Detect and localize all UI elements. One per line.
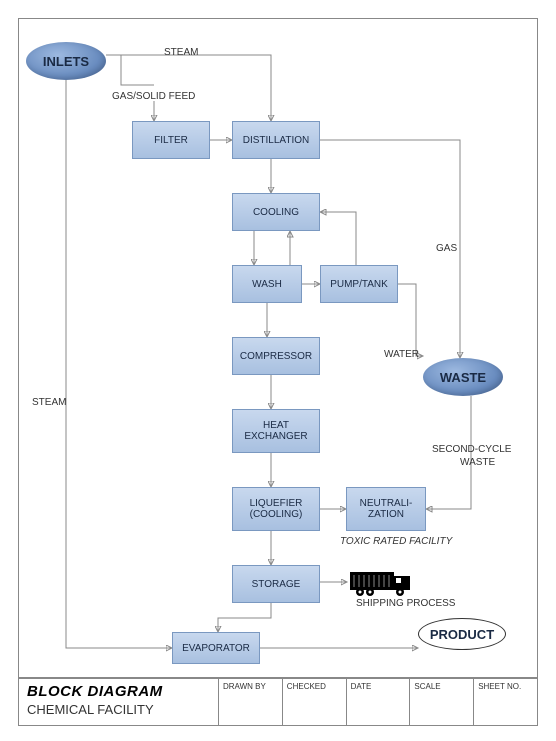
- label-feed: GAS/SOLID FEED: [112, 91, 195, 102]
- block-wash: WASH: [232, 265, 302, 303]
- block-liquefier: LIQUEFIER (COOLING): [232, 487, 320, 531]
- tb-scale: SCALE: [410, 679, 474, 725]
- block-filter: FILTER: [132, 121, 210, 159]
- label-steam_top: STEAM: [164, 47, 198, 58]
- block-evaporator: EVAPORATOR: [172, 632, 260, 664]
- tb-date: DATE: [347, 679, 411, 725]
- block-pump: PUMP/TANK: [320, 265, 398, 303]
- tb-sheet: SHEET NO.: [474, 679, 537, 725]
- label-toxic: TOXIC RATED FACILITY: [340, 536, 452, 547]
- terminal-product: PRODUCT: [418, 618, 506, 650]
- tb-checked: CHECKED: [283, 679, 347, 725]
- block-heatex: HEAT EXCHANGER: [232, 409, 320, 453]
- tb-drawnby: DRAWN BY: [219, 679, 283, 725]
- block-storage: STORAGE: [232, 565, 320, 603]
- terminal-waste: WASTE: [423, 358, 503, 396]
- title-main: BLOCK DIAGRAM: [27, 683, 210, 700]
- terminal-inlets: INLETS: [26, 42, 106, 80]
- title-sub: CHEMICAL FACILITY: [27, 702, 210, 717]
- label-water: WATER: [384, 349, 419, 360]
- block-compressor: COMPRESSOR: [232, 337, 320, 375]
- block-cooling: COOLING: [232, 193, 320, 231]
- label-secwaste2: WASTE: [460, 457, 495, 468]
- block-neutral: NEUTRALI- ZATION: [346, 487, 426, 531]
- label-gas: GAS: [436, 243, 457, 254]
- label-secwaste1: SECOND-CYCLE: [432, 444, 511, 455]
- title-block: BLOCK DIAGRAM CHEMICAL FACILITY DRAWN BY…: [18, 678, 538, 726]
- block-distill: DISTILLATION: [232, 121, 320, 159]
- label-shipping: SHIPPING PROCESS: [356, 598, 455, 609]
- label-steam_left: STEAM: [32, 397, 66, 408]
